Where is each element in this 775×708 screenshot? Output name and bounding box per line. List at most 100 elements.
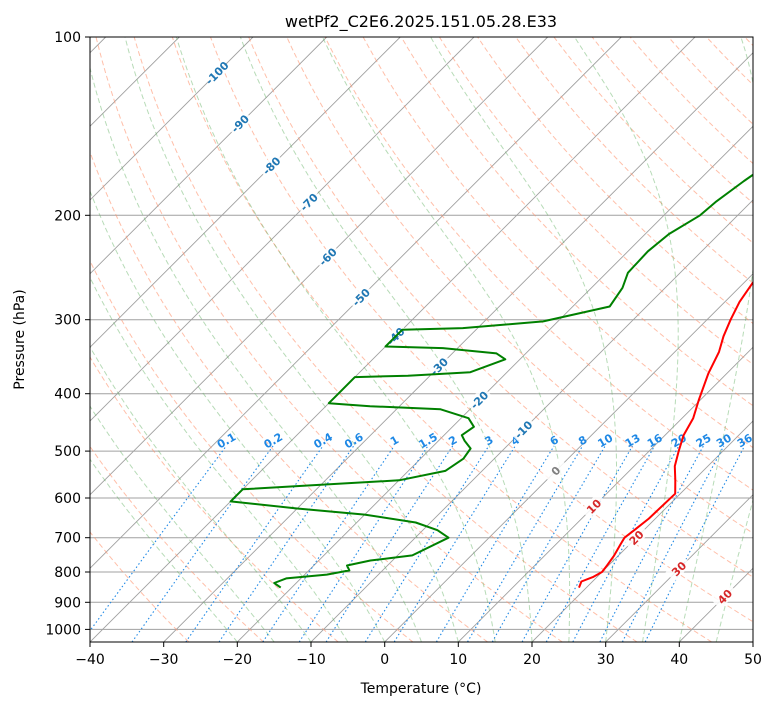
mixing-ratio-line [467, 445, 584, 642]
isotherm-label-bg [465, 386, 493, 413]
y-tick-label: 900 [54, 595, 81, 611]
mixing-ratio-line [131, 445, 274, 642]
isotherm-label-bg [622, 524, 650, 551]
isotherm-line [90, 37, 549, 496]
isotherm-label-bg [226, 110, 253, 137]
moist-adiabat-line [574, 37, 679, 642]
mixing-ratio-line [521, 445, 633, 642]
mixing-ratio-line [325, 445, 454, 642]
y-axis-ticks: 100 200 300 400 500 600 700 800 900 1000 [45, 30, 90, 638]
dry-adiabat-line [248, 37, 753, 578]
dry-adiabat-line [324, 37, 753, 491]
y-tick-label: 500 [54, 444, 81, 460]
x-tick-label: −20 [223, 652, 253, 668]
y-tick-label: 600 [54, 491, 81, 507]
isotherm-label-bg [542, 457, 569, 484]
dry-adiabat-line [90, 531, 190, 642]
moist-adiabat-line [90, 345, 312, 642]
moist-adiabat-line [90, 65, 422, 642]
mixing-ratio-line [599, 445, 704, 642]
y-tick-label: 800 [54, 565, 81, 581]
plot-area: 0.1 0.2 0.4 0.6 1 1.5 2 3 4 6 8 10 13 16 20 25 30 36-100-… [90, 37, 755, 642]
dry-adiabat-line [286, 37, 753, 534]
moist-adiabat-line [90, 405, 275, 642]
dry-adiabat-line [438, 37, 753, 365]
moist-adiabat-line [239, 37, 533, 642]
moist-adiabat-line [124, 37, 459, 642]
y-tick-label: 1000 [45, 622, 81, 638]
mixing-ratio-line [298, 445, 429, 642]
moist-adiabat-line [175, 37, 496, 642]
chart-title: wetPf2_C2E6.2025.151.05.28.E33 [285, 12, 557, 32]
mixing-ratio-line [572, 445, 680, 642]
dry-adiabat-line [171, 37, 712, 642]
y-tick-label: 700 [54, 531, 81, 547]
dry-adiabat-line [90, 150, 488, 642]
dry-adiabat-line [90, 259, 414, 642]
mixing-ratio-line [262, 445, 395, 642]
dry-adiabat-line [362, 37, 753, 449]
plot-background [90, 37, 753, 642]
isotherm-label-bg [347, 283, 374, 311]
dewpoint-profile-line [229, 173, 753, 589]
y-axis-label: Pressure (hPa) [12, 289, 28, 389]
x-tick-label: 0 [380, 652, 389, 668]
dry-adiabat-line [477, 37, 753, 325]
moist-adiabat-line [678, 37, 753, 642]
isotherm-label-bg [425, 353, 452, 380]
isotherm-label-bg [580, 492, 607, 520]
isotherm-line [163, 52, 753, 642]
isotherm-label-bg [711, 583, 738, 610]
isotherm-line [90, 37, 401, 348]
mixing-ratio-label: 36 [735, 431, 755, 450]
dry-adiabat-line [133, 37, 638, 642]
x-axis-label: Temperature (°C) [360, 681, 482, 697]
x-axis-ticks: −40 −30 −20 −10 0 10 20 30 40 50 [75, 642, 762, 668]
mixing-ratio-line [644, 445, 746, 642]
x-tick-label: 20 [523, 652, 541, 668]
moist-adiabat-line [430, 37, 617, 642]
y-tick-label: 300 [54, 313, 81, 329]
dry-adiabat-line [591, 37, 753, 204]
y-tick-label: 100 [54, 30, 81, 46]
moist-adiabat-line [90, 276, 349, 642]
x-tick-label: −30 [149, 652, 179, 668]
isotherm-label-bg [295, 188, 322, 215]
isotherm-line [90, 37, 622, 569]
isotherm-label-bg [509, 416, 537, 443]
temperature-profile-line [578, 281, 753, 588]
mixing-ratio-line [90, 445, 227, 632]
mixing-ratio-line [621, 445, 725, 642]
x-tick-label: 30 [597, 652, 615, 668]
isotherm-line [90, 37, 475, 422]
moist-adiabat-line [90, 458, 238, 642]
x-tick-label: −40 [75, 652, 105, 668]
mixing-ratio-line [545, 445, 656, 642]
isotherm-line [457, 346, 753, 642]
isotherm-line [90, 37, 254, 201]
y-tick-label: 400 [54, 387, 81, 403]
isotherm-label-bg [314, 243, 341, 270]
isotherm-label-bg [665, 555, 692, 582]
x-tick-label: 10 [449, 652, 467, 668]
dry-adiabat-line [95, 37, 563, 642]
y-tick-label: 200 [54, 208, 81, 224]
mixing-ratio-line [491, 445, 606, 642]
dry-adiabat-line [90, 356, 339, 642]
isotherm-line [90, 37, 328, 275]
plot-frame [89, 36, 754, 643]
isotherm-line [384, 273, 753, 642]
x-tick-label: 50 [744, 652, 762, 668]
x-tick-label: −10 [296, 652, 326, 668]
isotherm-line [236, 125, 753, 642]
moist-adiabat-line [90, 189, 386, 642]
mixing-ratio-line [364, 445, 490, 642]
dry-adiabat-line [553, 37, 753, 244]
isotherm-label-bg [203, 59, 230, 86]
isotherm-label-bg [258, 152, 285, 179]
moist-adiabat-line [322, 37, 571, 642]
isotherm-line [605, 494, 753, 642]
dry-adiabat-line [400, 37, 753, 407]
x-tick-label: 40 [670, 652, 688, 668]
